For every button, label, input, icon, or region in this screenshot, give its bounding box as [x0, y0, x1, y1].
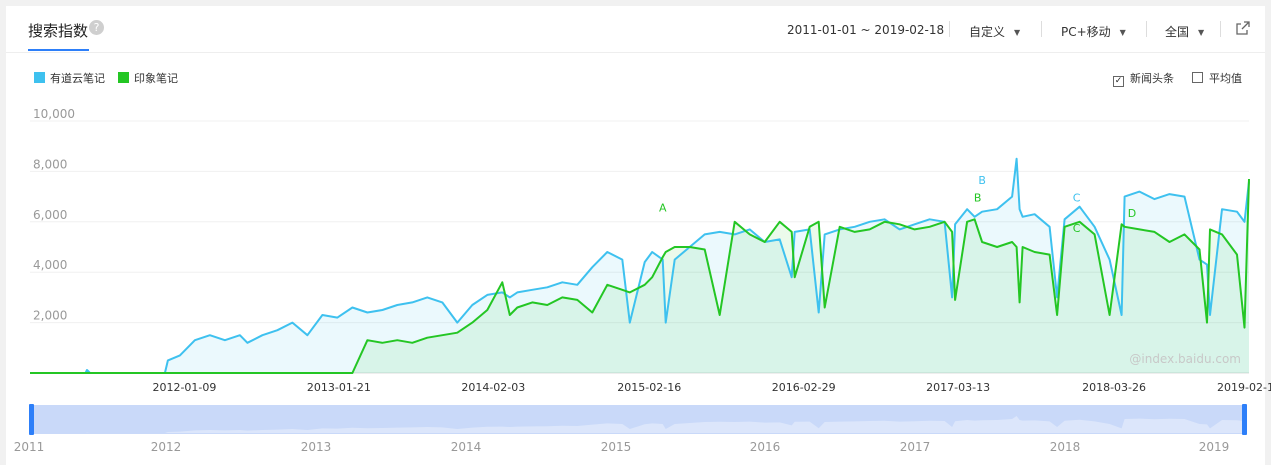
y-tick-label: 8,000: [33, 157, 67, 171]
tab-search-index[interactable]: 搜索指数: [28, 22, 89, 40]
watermark: @index.baidu.com: [1129, 352, 1241, 366]
x-tick-label: 2019-02-18: [1217, 381, 1271, 394]
question-icon[interactable]: ?: [89, 20, 104, 35]
series-evernote-line[interactable]: [30, 178, 1250, 374]
range-handle-right[interactable]: [1242, 404, 1247, 435]
legend-item-youdao[interactable]: 有道云笔记: [34, 70, 105, 86]
navigator-year-label: 2011: [14, 440, 45, 454]
y-tick-label: 4,000: [33, 258, 67, 272]
average-toggle[interactable]: 平均值: [1192, 70, 1242, 86]
caret-down-icon: ▼: [1119, 28, 1126, 37]
date-range-display[interactable]: 2011-01-01 ~ 2019-02-18: [787, 23, 945, 37]
average-label: 平均值: [1209, 72, 1242, 85]
legend-item-evernote[interactable]: 印象笔记: [118, 70, 178, 86]
x-tick-label: 2013-01-21: [307, 381, 371, 394]
caret-down-icon: ▼: [1198, 28, 1205, 37]
panel-right-border: [1265, 0, 1271, 465]
news-marker-d[interactable]: D: [1128, 207, 1136, 220]
legend-label-evernote: 印象笔记: [134, 72, 178, 85]
range-selector-overview: [30, 416, 1249, 433]
news-marker-b[interactable]: B: [978, 174, 986, 187]
navigator-year-label: 2013: [301, 440, 332, 454]
news-checkbox[interactable]: ✓: [1113, 76, 1124, 87]
external-link-icon[interactable]: [1235, 20, 1251, 36]
panel-left-border: [0, 0, 6, 465]
navigator-year-label: 2017: [900, 440, 931, 454]
navigator-year-label: 2015: [601, 440, 632, 454]
region-label: 全国: [1165, 25, 1190, 39]
legend-swatch-youdao: [34, 72, 45, 83]
custom-range-label: 自定义: [969, 25, 1006, 39]
panel-header: 搜索指数 ? 2011-01-01 ~ 2019-02-18 自定义 ▼ PC+移…: [6, 6, 1265, 53]
y-tick-label: 10,000: [33, 107, 75, 121]
average-checkbox[interactable]: [1192, 72, 1203, 83]
panel-top-border: [0, 0, 1271, 6]
series-youdao-line[interactable]: [30, 157, 1250, 374]
legend-label-youdao: 有道云笔记: [50, 72, 105, 85]
series-youdao-area: [30, 158, 1249, 373]
divider: [1220, 21, 1221, 37]
divider: [949, 21, 950, 37]
x-tick-label: 2015-02-16: [617, 381, 681, 394]
news-marker-c[interactable]: C: [1073, 222, 1081, 235]
device-dropdown[interactable]: PC+移动 ▼: [1061, 23, 1126, 40]
region-dropdown[interactable]: 全国 ▼: [1165, 23, 1204, 40]
news-marker-b[interactable]: B: [974, 192, 982, 205]
news-marker-c[interactable]: C: [1073, 192, 1081, 205]
navigator-year-label: 2016: [750, 440, 781, 454]
range-selector[interactable]: [30, 405, 1246, 434]
x-tick-label: 2017-03-13: [926, 381, 990, 394]
navigator-year-label: 2014: [451, 440, 482, 454]
navigator-year-label: 2018: [1050, 440, 1081, 454]
x-tick-label: 2018-03-26: [1082, 381, 1146, 394]
x-tick-label: 2014-02-03: [461, 381, 525, 394]
custom-range-dropdown[interactable]: 自定义 ▼: [969, 23, 1020, 40]
news-label: 新闻头条: [1130, 72, 1174, 85]
divider: [1041, 21, 1042, 37]
navigator-year-label: 2019: [1199, 440, 1230, 454]
range-handle-left[interactable]: [29, 404, 34, 435]
news-headline-toggle[interactable]: ✓ 新闻头条: [1113, 70, 1174, 87]
x-tick-label: 2012-01-09: [152, 381, 216, 394]
y-tick-label: 2,000: [33, 309, 67, 323]
x-tick-label: 2016-02-29: [772, 381, 836, 394]
legend-swatch-evernote: [118, 72, 129, 83]
navigator-year-label: 2012: [151, 440, 182, 454]
divider: [1146, 21, 1147, 37]
active-tab-underline: [28, 49, 89, 51]
y-tick-label: 6,000: [33, 208, 67, 222]
device-label: PC+移动: [1061, 25, 1111, 39]
news-marker-a[interactable]: A: [659, 202, 667, 215]
caret-down-icon: ▼: [1014, 28, 1021, 37]
